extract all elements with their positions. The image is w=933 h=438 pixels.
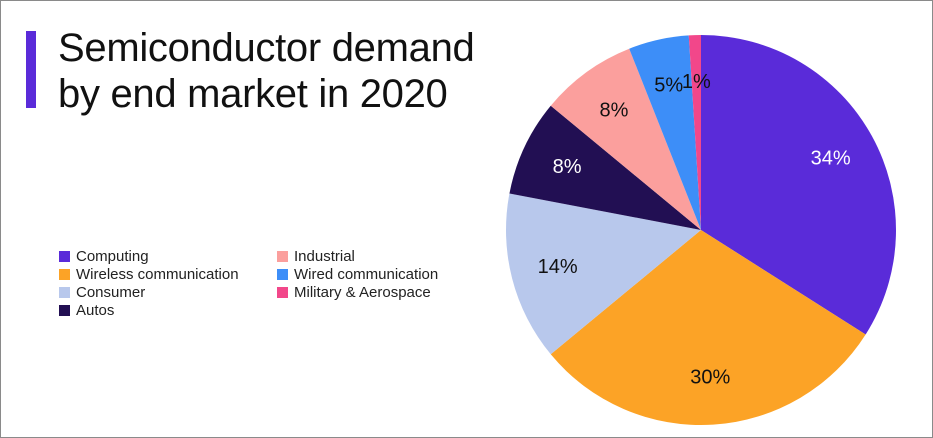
- legend-swatch-wired-communication: [277, 268, 288, 280]
- legend-item-autos: Autos: [59, 301, 277, 319]
- legend-label-consumer: Consumer: [76, 283, 146, 301]
- legend-item-industrial: Industrial: [277, 247, 477, 265]
- legend-swatch-consumer: [59, 286, 70, 298]
- legend-label-computing: Computing: [76, 247, 149, 265]
- pie-label-industrial: 8%: [600, 99, 629, 121]
- legend-item-military-aerospace: Military & Aerospace: [277, 283, 477, 301]
- chart-title-line-2: by end market in 2020: [58, 72, 448, 116]
- chart-legend: Computing Wireless communication Consumer A…: [59, 247, 479, 319]
- legend-swatch-industrial: [277, 250, 288, 262]
- legend-label-autos: Autos: [76, 301, 115, 319]
- pie-label-military-aerospace: 1%: [682, 71, 711, 93]
- title-accent-bar: [26, 31, 36, 108]
- chart-title: Semiconductor demand by end market in 20…: [58, 25, 475, 117]
- legend-swatch-military-aerospace: [277, 286, 288, 298]
- legend-item-wired-communication: Wired communication: [277, 265, 477, 283]
- legend-label-industrial: Industrial: [294, 247, 355, 265]
- legend-label-military-aerospace: Military & Aerospace: [294, 283, 431, 301]
- pie-slice-wired-communication: [629, 35, 701, 230]
- pie-label-wired-communication: 5%: [654, 75, 683, 97]
- legend-item-wireless-communication: Wireless communication: [59, 265, 277, 283]
- legend-item-consumer: Consumer: [59, 283, 277, 301]
- pie-slice-military-aerospace: [688, 35, 701, 230]
- legend-swatch-wireless-communication: [59, 268, 70, 280]
- pie-slice-consumer: [505, 193, 701, 355]
- legend-item-computing: Computing: [59, 247, 277, 265]
- pie-label-consumer: 14%: [538, 256, 578, 278]
- legend-swatch-autos: [59, 304, 70, 316]
- pie-label-wireless-communication: 30%: [690, 367, 730, 389]
- pie-slice-wireless-communication: [550, 230, 866, 425]
- pie-label-computing: 34%: [811, 148, 851, 170]
- pie-slice-industrial: [550, 48, 701, 230]
- legend-swatch-computing: [59, 250, 70, 262]
- pie-slice-autos: [509, 105, 701, 230]
- legend-label-wireless-communication: Wireless communication: [76, 265, 239, 283]
- pie-label-autos: 8%: [553, 156, 582, 178]
- chart-title-line-1: Semiconductor demand: [58, 26, 475, 70]
- pie-slice-computing: [701, 35, 896, 335]
- legend-label-wired-communication: Wired communication: [294, 265, 439, 283]
